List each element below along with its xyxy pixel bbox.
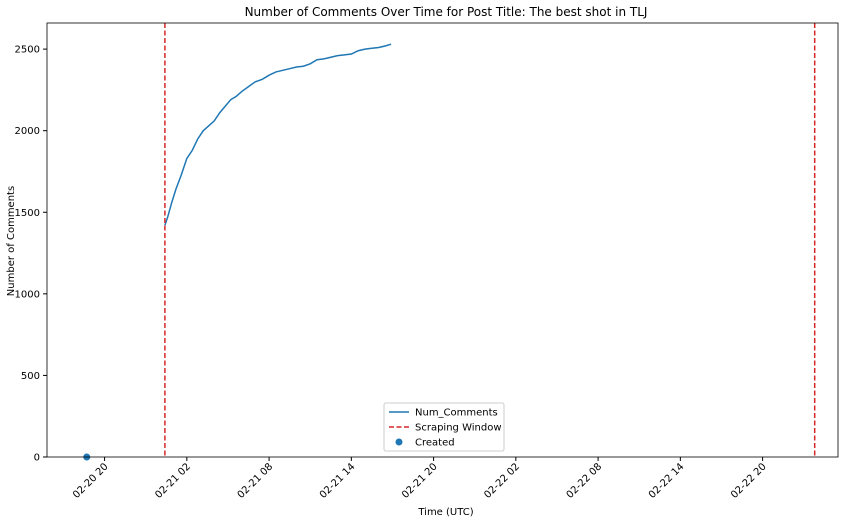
legend-label-num-comments: Num_Comments bbox=[415, 408, 498, 419]
y-tick-label: 1000 bbox=[15, 289, 40, 300]
legend-box bbox=[383, 402, 505, 452]
legend-swatch-created bbox=[395, 438, 403, 446]
y-tick-label: 0 bbox=[34, 453, 40, 464]
chart-title: Number of Comments Over Time for Post Ti… bbox=[245, 5, 648, 19]
x-tick-label: 02-21 08 bbox=[236, 461, 276, 501]
x-tick-label: 02-22 14 bbox=[647, 461, 687, 501]
legend-label-scraping-window: Scraping Window bbox=[415, 423, 502, 434]
x-tick-label: 02-21 02 bbox=[153, 461, 193, 501]
legend: Num_Comments Scraping Window Created bbox=[383, 402, 505, 452]
series-line-num-comments bbox=[164, 43, 392, 226]
legend-label-created: Created bbox=[415, 438, 455, 449]
x-tick-label: 02-22 20 bbox=[729, 461, 769, 501]
axes-frame bbox=[46, 22, 839, 458]
x-tick-label: 02-22 08 bbox=[565, 461, 605, 501]
y-axis-label: Number of Comments bbox=[6, 186, 17, 296]
x-axis-label: Time (UTC) bbox=[417, 507, 473, 518]
x-tick-label: 02-20 20 bbox=[71, 461, 111, 501]
x-tick-label: 02-21 14 bbox=[318, 461, 358, 501]
x-tick-label: 02-22 02 bbox=[482, 461, 522, 501]
y-tick-label: 500 bbox=[21, 371, 40, 382]
y-tick-label: 1500 bbox=[15, 208, 40, 219]
y-tick-label: 2500 bbox=[15, 45, 40, 56]
x-tick-label: 02-21 20 bbox=[400, 461, 440, 501]
y-tick-label: 2000 bbox=[15, 126, 40, 137]
